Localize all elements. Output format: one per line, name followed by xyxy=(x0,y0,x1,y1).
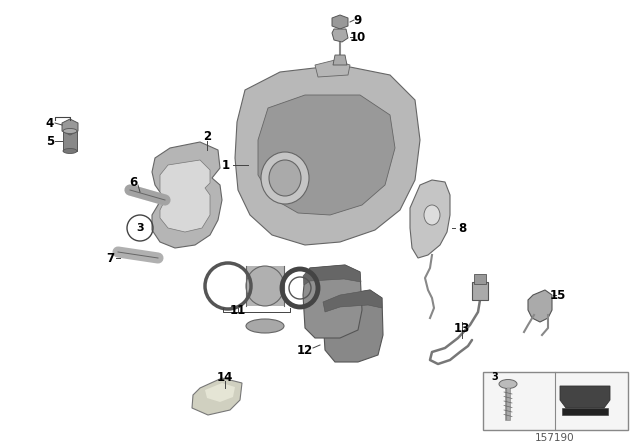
Text: 13: 13 xyxy=(454,322,470,335)
Bar xyxy=(474,274,486,284)
Polygon shape xyxy=(333,55,347,65)
Ellipse shape xyxy=(261,152,309,204)
Ellipse shape xyxy=(246,319,284,333)
Text: 8: 8 xyxy=(458,221,466,234)
Ellipse shape xyxy=(246,266,284,306)
Text: 12: 12 xyxy=(297,344,313,357)
Text: 5: 5 xyxy=(46,134,54,147)
Text: 3: 3 xyxy=(136,223,144,233)
Polygon shape xyxy=(332,15,348,29)
Text: 3: 3 xyxy=(491,372,498,382)
Ellipse shape xyxy=(424,205,440,225)
Polygon shape xyxy=(205,383,235,402)
Polygon shape xyxy=(315,60,350,77)
Polygon shape xyxy=(152,142,222,248)
Text: 7: 7 xyxy=(106,251,114,264)
Polygon shape xyxy=(303,265,362,338)
Polygon shape xyxy=(235,65,420,245)
Text: 157190: 157190 xyxy=(535,433,575,443)
Text: 2: 2 xyxy=(203,129,211,142)
Bar xyxy=(246,266,284,306)
Text: 4: 4 xyxy=(46,116,54,129)
Ellipse shape xyxy=(499,379,517,388)
Text: 10: 10 xyxy=(350,30,366,43)
Text: 6: 6 xyxy=(129,176,137,189)
Polygon shape xyxy=(258,95,395,215)
Polygon shape xyxy=(323,290,382,312)
Polygon shape xyxy=(192,378,242,415)
Bar xyxy=(562,408,608,415)
Ellipse shape xyxy=(63,129,77,134)
Ellipse shape xyxy=(269,160,301,196)
Polygon shape xyxy=(528,290,552,322)
Text: 9: 9 xyxy=(353,13,361,26)
Polygon shape xyxy=(560,386,610,408)
Polygon shape xyxy=(160,160,210,232)
Text: 11: 11 xyxy=(230,303,246,316)
Text: 1: 1 xyxy=(222,159,230,172)
Bar xyxy=(472,282,488,300)
Polygon shape xyxy=(303,265,361,285)
Polygon shape xyxy=(332,29,348,42)
Text: 15: 15 xyxy=(550,289,566,302)
Polygon shape xyxy=(323,290,383,362)
Polygon shape xyxy=(62,119,78,135)
Polygon shape xyxy=(410,180,450,258)
Ellipse shape xyxy=(63,148,77,154)
Bar xyxy=(483,372,628,430)
Bar xyxy=(63,131,77,151)
Text: 14: 14 xyxy=(217,370,233,383)
